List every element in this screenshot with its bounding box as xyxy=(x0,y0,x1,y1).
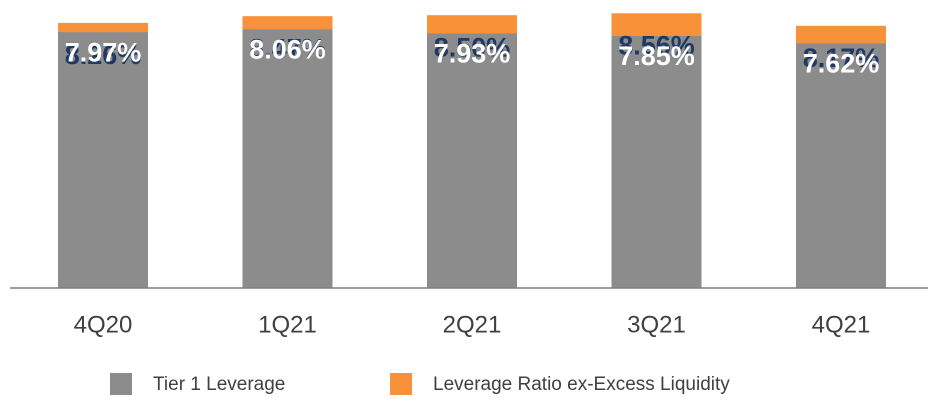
value-label: 7.62% xyxy=(803,49,880,79)
x-tick-label: 1Q21 xyxy=(258,311,317,338)
value-label: 8.26% xyxy=(65,40,142,70)
legend-label: Tier 1 Leverage xyxy=(153,374,285,395)
value-label: 8.50% xyxy=(434,32,511,62)
value-label: 7.93% xyxy=(434,39,511,69)
x-tick-label: 4Q21 xyxy=(812,311,871,338)
value-label: 8.06% xyxy=(249,34,326,64)
legend-label: Leverage Ratio ex-Excess Liquidity xyxy=(433,374,730,395)
x-tick-label: 3Q21 xyxy=(627,311,686,338)
bar xyxy=(58,32,148,289)
legend-swatch xyxy=(390,373,412,395)
value-label: 8.56% xyxy=(618,30,695,60)
value-label: 8.17% xyxy=(803,43,880,73)
legend-swatch xyxy=(110,373,132,395)
value-label: 7.85% xyxy=(618,41,695,71)
x-tick-label: 2Q21 xyxy=(443,311,502,338)
value-label: 7.97% xyxy=(65,37,142,67)
bar xyxy=(796,43,886,288)
bar xyxy=(427,33,517,289)
x-tick-label: 4Q20 xyxy=(74,311,133,338)
bar xyxy=(611,36,702,289)
bar xyxy=(242,29,333,289)
value-label: 8.47% xyxy=(249,33,326,63)
